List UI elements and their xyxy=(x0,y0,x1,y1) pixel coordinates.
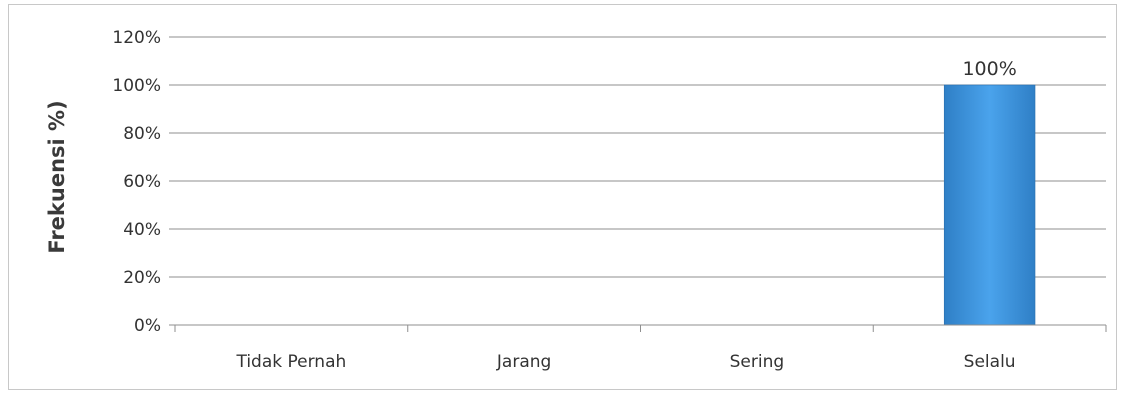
bars xyxy=(943,84,1036,326)
y-tick-label: 120% xyxy=(112,28,161,48)
bar-chart: 0% 20% 40% 60% 80% 100% 120% Tidak Pernah Jaran… xyxy=(45,28,1107,372)
y-tick-label: 40% xyxy=(123,220,161,240)
chart-frame: 0% 20% 40% 60% 80% 100% 120% Tidak Pernah Jaran… xyxy=(8,4,1117,390)
y-tick-label: 0% xyxy=(134,316,161,336)
y-tick-labels: 0% 20% 40% 60% 80% 100% 120% xyxy=(112,28,161,336)
y-tick-label: 100% xyxy=(112,76,161,96)
data-labels: 100% xyxy=(962,58,1016,80)
bar xyxy=(943,84,1036,326)
category-labels: Tidak Pernah Jarang Sering Selalu xyxy=(235,352,1015,372)
y-axis-title: Frekuensi %) xyxy=(45,100,69,253)
category-label: Jarang xyxy=(496,352,551,372)
data-label: 100% xyxy=(962,58,1016,80)
category-label: Selalu xyxy=(964,352,1016,372)
y-tick-label: 80% xyxy=(123,124,161,144)
y-tick-label: 60% xyxy=(123,172,161,192)
x-axis xyxy=(174,324,1107,332)
category-label: Tidak Pernah xyxy=(235,352,346,372)
y-tick-label: 20% xyxy=(123,268,161,288)
category-label: Sering xyxy=(730,352,785,372)
